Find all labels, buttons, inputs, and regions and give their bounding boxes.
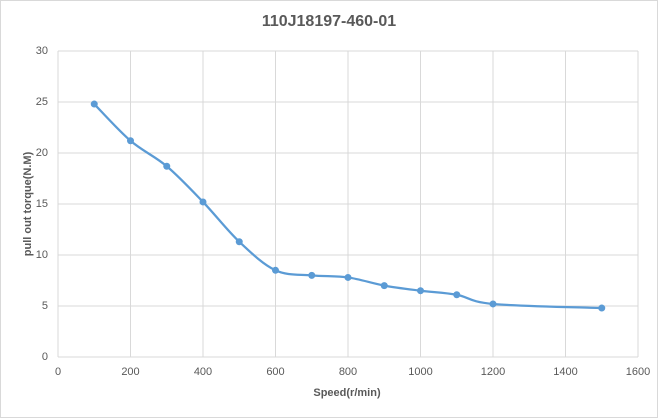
y-tick-label: 10 xyxy=(36,249,48,261)
point xyxy=(453,291,461,299)
x-tick-label: 200 xyxy=(121,366,139,378)
y-axis-label: pull out torque(N.M) xyxy=(22,151,34,256)
y-tick-label: 25 xyxy=(36,96,48,108)
x-tick-label: 800 xyxy=(339,366,357,378)
y-tick-label: 0 xyxy=(42,351,48,363)
x-tick-label: 1600 xyxy=(626,366,650,378)
y-tick-label: 5 xyxy=(42,300,48,312)
chart-title: 110J18197-460-01 xyxy=(262,13,396,30)
x-axis-label: Speed(r/min) xyxy=(313,387,381,399)
point xyxy=(163,162,171,170)
y-tick-label: 30 xyxy=(36,45,48,57)
point xyxy=(127,137,134,145)
x-tick-label: 400 xyxy=(194,366,212,378)
point xyxy=(380,282,388,290)
x-tick-label: 1000 xyxy=(408,366,432,378)
y-tick-label: 15 xyxy=(36,198,48,210)
y-tick-label: 20 xyxy=(36,147,48,159)
point xyxy=(598,304,606,312)
point xyxy=(489,300,497,308)
point xyxy=(199,198,207,206)
point xyxy=(235,238,243,246)
x-tick-label: 1200 xyxy=(481,366,505,378)
x-tick-label: 0 xyxy=(55,366,61,378)
x-tick-label: 1400 xyxy=(553,366,577,378)
point xyxy=(417,287,424,295)
x-tick-label: 600 xyxy=(266,366,284,378)
point xyxy=(272,266,279,274)
point xyxy=(90,100,98,108)
point xyxy=(344,273,352,281)
point xyxy=(308,271,316,279)
